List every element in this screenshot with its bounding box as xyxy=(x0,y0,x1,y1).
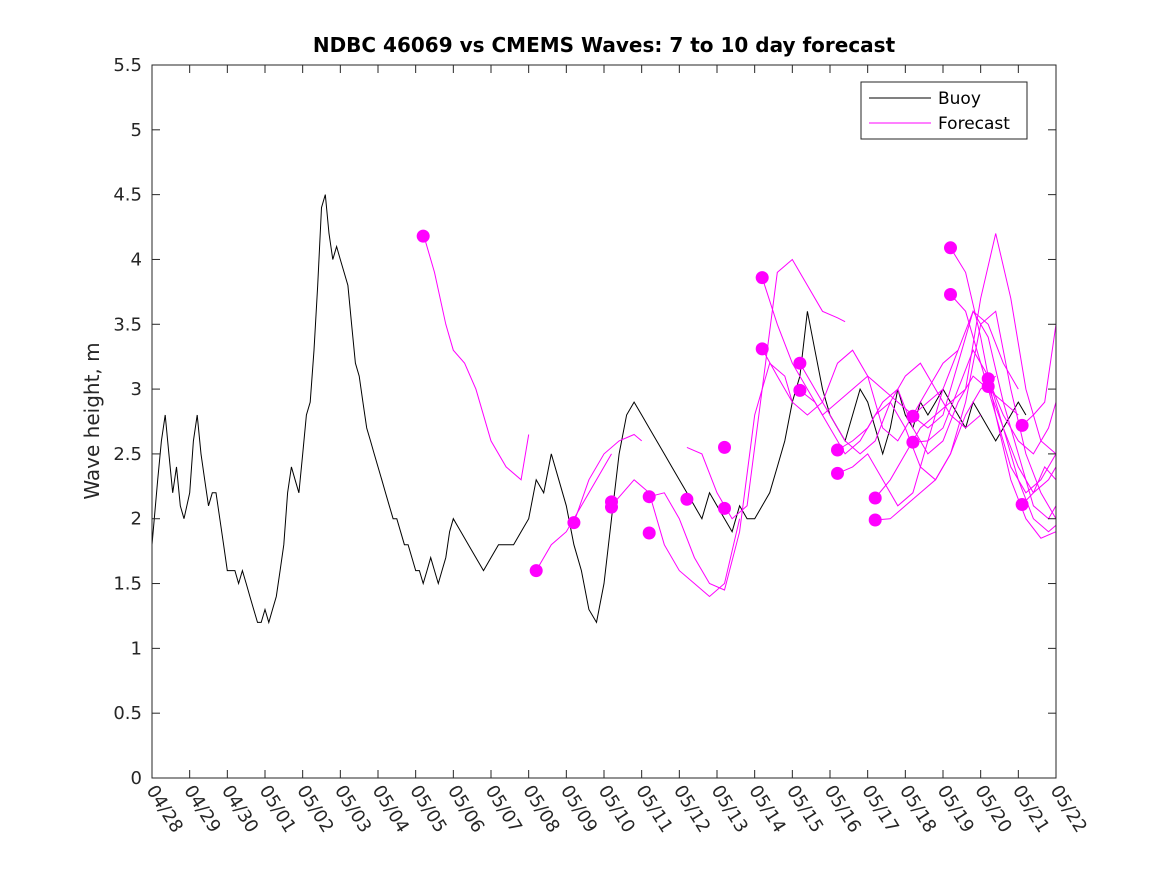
series-forecast-line xyxy=(875,310,1057,521)
forecast-start-marker xyxy=(755,271,769,285)
forecast-start-marker xyxy=(868,513,882,527)
series-forecast-line xyxy=(611,479,741,598)
forecast-start-marker xyxy=(944,241,957,255)
forecast-start-marker xyxy=(1015,418,1029,432)
y-tick-label: 1 xyxy=(131,638,142,659)
forecast-start-marker xyxy=(529,564,543,578)
series-forecast-line xyxy=(649,362,793,591)
y-tick-label: 2.5 xyxy=(113,444,142,465)
y-tick-label: 5 xyxy=(131,120,142,141)
forecast-start-marker xyxy=(831,466,844,480)
y-tick-label: 2 xyxy=(131,509,142,530)
forecast-start-marker xyxy=(868,491,882,505)
forecast-start-marker xyxy=(567,516,581,530)
forecast-start-marker xyxy=(944,288,957,301)
series-forecast-line xyxy=(422,233,530,481)
plot-marks xyxy=(151,194,1057,625)
forecast-start-marker xyxy=(680,492,694,506)
series-forecast-line xyxy=(874,233,1057,499)
forecast-start-marker xyxy=(793,356,807,370)
forecast-start-marker xyxy=(605,500,618,514)
legend-label-forecast: Forecast xyxy=(938,114,1010,134)
series-forecast-line xyxy=(950,247,1057,539)
forecast-start-marker xyxy=(831,443,844,457)
y-tick-label: 4 xyxy=(131,249,142,270)
forecast-start-marker xyxy=(718,440,731,454)
series-forecast-line xyxy=(573,433,643,523)
y-tick-label: 1.5 xyxy=(113,574,142,595)
series-forecast-line xyxy=(1021,324,1057,426)
y-tick-label: 0 xyxy=(131,768,142,789)
series-forecast-line xyxy=(761,348,959,442)
y-tick-label: 5.5 xyxy=(113,55,142,76)
forecast-start-marker xyxy=(642,526,656,540)
series-forecast-line xyxy=(686,258,846,520)
series-forecast-line xyxy=(987,386,1057,494)
forecast-start-marker xyxy=(718,501,731,515)
forecast-start-marker xyxy=(755,342,769,356)
y-axis-label: Wave height, m xyxy=(80,342,104,499)
legend-box xyxy=(860,81,1028,140)
legend: Buoy Forecast xyxy=(860,81,1028,140)
series-forecast-line xyxy=(1021,465,1057,505)
series-forecast-line xyxy=(799,375,997,481)
forecast-start-marker xyxy=(793,383,807,397)
forecast-start-marker xyxy=(416,229,430,243)
y-tick-label: 4.5 xyxy=(113,185,142,206)
series-forecast-line xyxy=(912,310,1057,520)
forecast-start-marker xyxy=(1015,498,1029,511)
forecast-start-marker xyxy=(642,490,656,504)
y-tick-label: 3 xyxy=(131,379,142,400)
y-axis: 0 0.5 1 1.5 2 2.5 3 3.5 4 4.5 5 5.5 xyxy=(113,55,1056,789)
y-tick-label: 0.5 xyxy=(113,703,142,724)
legend-label-buoy: Buoy xyxy=(938,89,981,109)
forecast-start-marker xyxy=(906,409,920,423)
y-tick-label: 3.5 xyxy=(113,314,142,335)
forecast-start-marker xyxy=(906,435,920,449)
chart-title: NDBC 46069 vs CMEMS Waves: 7 to 10 day f… xyxy=(313,33,896,57)
forecast-start-marker xyxy=(981,380,995,393)
series-forecast-line xyxy=(987,378,1057,455)
